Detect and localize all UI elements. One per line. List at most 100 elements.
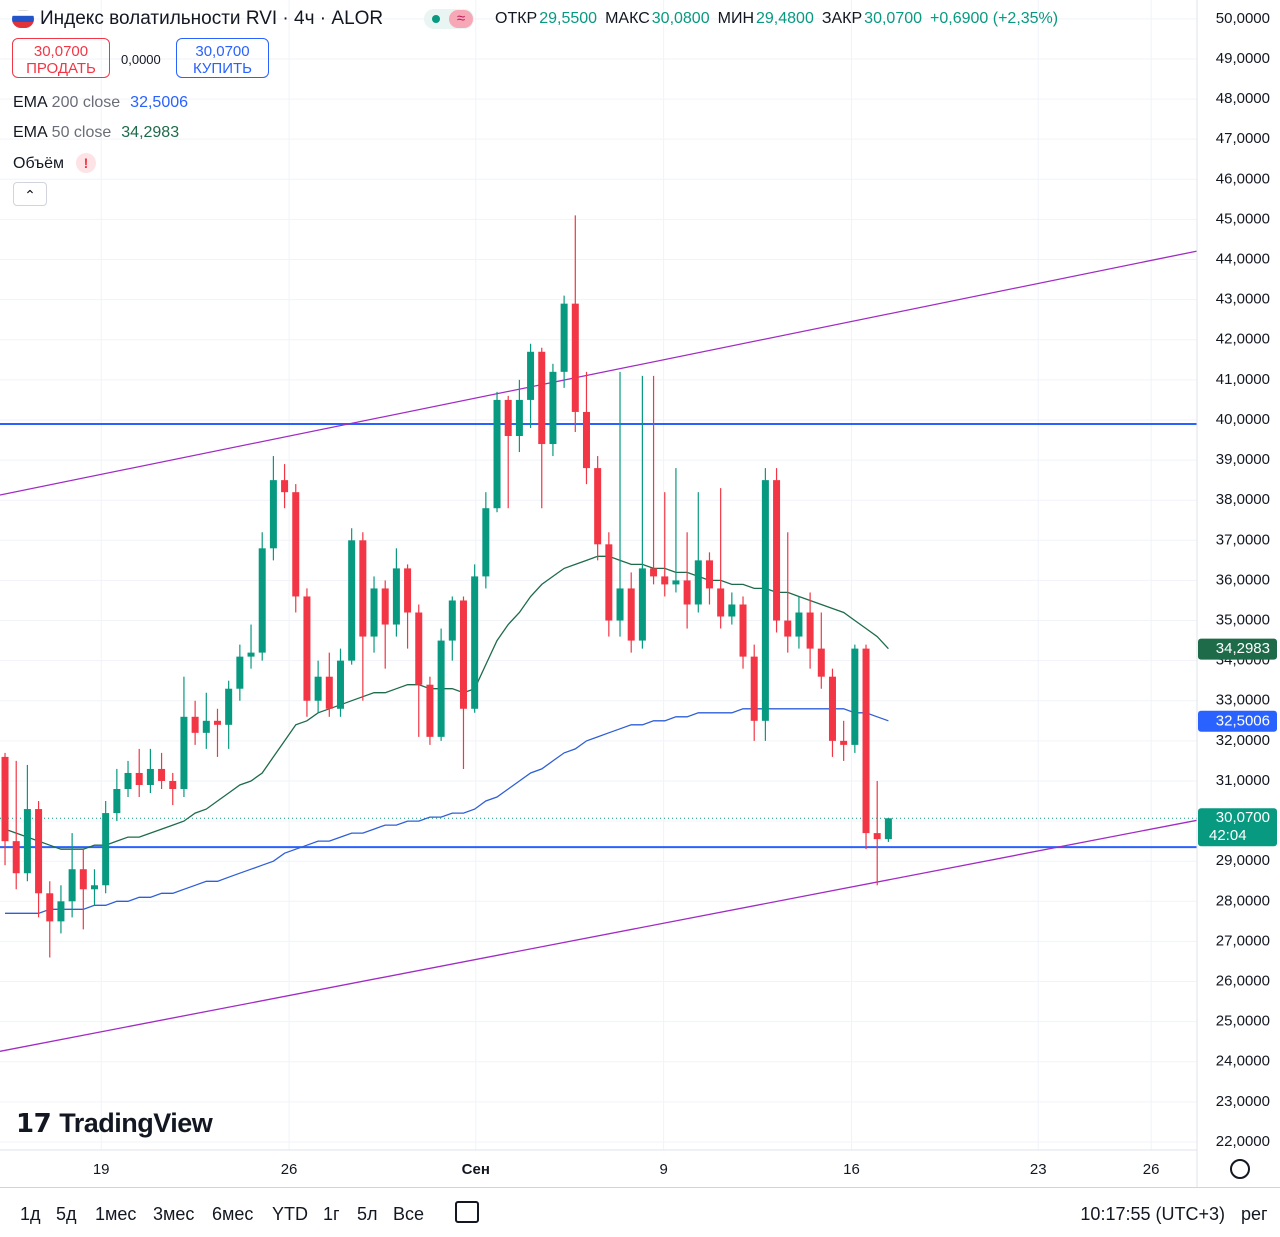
candle-body (23, 809, 31, 874)
ohlc-label: МАКС (605, 10, 650, 27)
ohlc-label: ЗАКР (821, 10, 863, 27)
candle-body (784, 620, 792, 637)
candle-body (269, 480, 277, 549)
candle-body (773, 480, 781, 621)
y-tick-label: 35,0000 (1216, 611, 1270, 628)
buy-label: КУПИТЬ (192, 60, 252, 77)
range-button[interactable]: 1д (20, 1204, 41, 1224)
y-tick-label: 32,0000 (1216, 732, 1270, 749)
candle-body (46, 893, 54, 922)
candle-body (650, 568, 658, 577)
candle-body (750, 656, 758, 721)
indicator-legend[interactable]: EMA 200 close 32,5006 (13, 93, 188, 113)
candle-body (437, 640, 445, 737)
y-tick-label: 23,0000 (1216, 1093, 1270, 1110)
y-tick-label: 26,0000 (1216, 972, 1270, 989)
ohlc-value: 30,0800 (651, 10, 710, 27)
ohlc-change: +0,6900 (+2,35%) (930, 10, 1059, 27)
candle-body (795, 612, 803, 637)
y-tick-label: 47,0000 (1216, 130, 1270, 147)
clock: 10:17:55 (UTC+3) (1080, 1204, 1225, 1224)
candle-body (493, 399, 501, 509)
chart-title: Индекс волатильности RVI · 4ч · ALOR (40, 8, 384, 29)
y-tick-label: 40,0000 (1216, 411, 1270, 428)
candle-body (381, 588, 389, 625)
spread: 0,0000 (121, 52, 161, 67)
indicator-params: 200 close (51, 94, 121, 111)
logo-text: TradingView (59, 1108, 213, 1138)
x-tick-label: 19 (93, 1161, 110, 1178)
sell-button[interactable]: 30,0700 ПРОДАТЬ (12, 38, 110, 78)
indicator-legend[interactable]: Объём! (13, 153, 96, 174)
indicator-legend[interactable]: EMA 50 close 34,2983 (13, 123, 179, 143)
ohlc-item: МАКС 30,0800 (605, 9, 710, 29)
session-mode[interactable]: рег (1241, 1204, 1268, 1224)
candle-body (471, 576, 479, 709)
buy-button[interactable]: 30,0700 КУПИТЬ (176, 38, 269, 78)
x-tick-label: 23 (1030, 1161, 1047, 1178)
y-tick-label: 46,0000 (1216, 170, 1270, 187)
y-tick-label: 39,0000 (1216, 451, 1270, 468)
indicator-name: Объём (13, 155, 64, 172)
candle-body (549, 371, 557, 445)
range-button[interactable]: 5л (357, 1204, 378, 1224)
range-button[interactable]: 3мес (153, 1204, 195, 1224)
candle-body (527, 351, 535, 400)
range-button[interactable]: YTD (272, 1204, 308, 1224)
y-tick-label: 24,0000 (1216, 1053, 1270, 1070)
candle-body (504, 399, 512, 437)
candle-body (1, 756, 9, 842)
candle-body (884, 818, 892, 840)
ohlc-value: 30,0700 (864, 10, 923, 27)
range-button[interactable]: 1г (323, 1204, 340, 1224)
candle-body (213, 720, 221, 725)
candle-body (717, 588, 725, 617)
candle-body (705, 560, 713, 589)
logo: 𝟭𝟳 TradingView (16, 1108, 213, 1139)
x-tick-label: 16 (843, 1161, 860, 1178)
candle-body (102, 813, 110, 886)
candle-body (862, 648, 870, 834)
range-button[interactable]: 6мес (212, 1204, 254, 1224)
candle-body (582, 411, 590, 469)
ohlc-value: 29,5500 (539, 10, 598, 27)
range-button[interactable]: 1мес (95, 1204, 137, 1224)
candle-body (90, 885, 98, 890)
collapse-button[interactable]: ⌃ (13, 182, 47, 206)
ohlc-item: ЗАКР 30,0700 (822, 9, 922, 29)
candle-body (571, 303, 579, 412)
candle-body (79, 869, 87, 890)
candle-body (392, 568, 400, 625)
status-pill[interactable]: ≈ (424, 9, 474, 29)
candle-body (672, 580, 680, 585)
candle-body (135, 772, 143, 785)
calendar-icon[interactable] (455, 1201, 479, 1223)
y-tick-label: 49,0000 (1216, 50, 1270, 67)
range-button[interactable]: Все (393, 1204, 425, 1224)
range-button[interactable]: 5д (56, 1204, 77, 1224)
candle-body (348, 540, 356, 661)
y-tick-label: 33,0000 (1216, 692, 1270, 709)
candle-body (873, 833, 881, 840)
y-tick-label: 27,0000 (1216, 932, 1270, 949)
indicator-params: 50 close (51, 124, 112, 141)
candle-body (728, 604, 736, 617)
candle-body (158, 768, 166, 781)
settings-icon[interactable] (1230, 1159, 1250, 1179)
ema-line (4, 555, 889, 850)
candle-body (627, 588, 635, 641)
y-tick-label: 28,0000 (1216, 892, 1270, 909)
candle-body (370, 588, 378, 637)
candle-body (482, 508, 490, 577)
logo-icon: 𝟭𝟳 (16, 1108, 52, 1138)
flag-icon (12, 10, 34, 28)
candle-body (258, 548, 266, 653)
y-tick-label: 41,0000 (1216, 371, 1270, 388)
candle-body (236, 656, 244, 689)
y-tick-label: 37,0000 (1216, 531, 1270, 548)
warning-icon: ! (75, 153, 96, 173)
candle-body (605, 544, 613, 621)
candle-body (739, 604, 747, 657)
